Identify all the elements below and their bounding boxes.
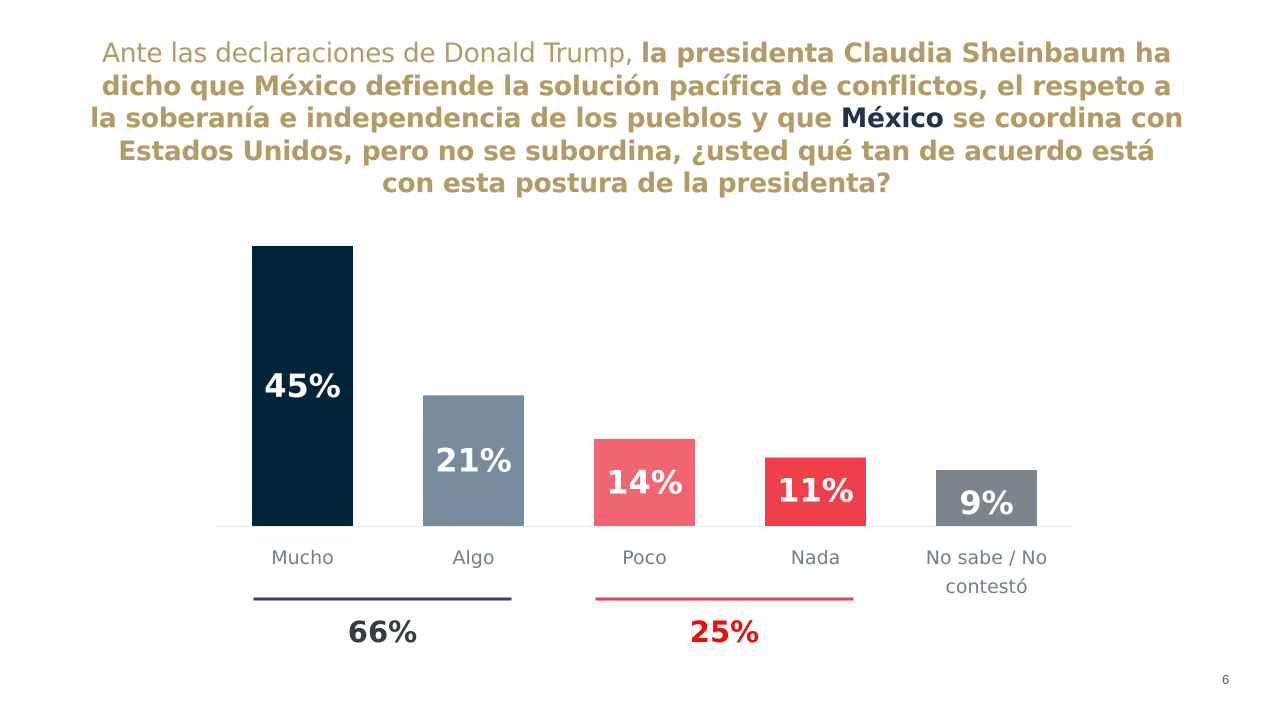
category-label: Algo [453, 547, 495, 569]
group-total-disagree: 25% [690, 615, 759, 649]
data-label: 21% [435, 442, 512, 480]
bar-algo [423, 395, 524, 526]
data-label: 9% [959, 484, 1013, 522]
title-segment: México [840, 103, 944, 134]
title-segment: Ante las declaraciones de Donald Trump, [101, 38, 641, 69]
chart-title: Ante las declaraciones de Donald Trump, … [90, 38, 1183, 201]
category-label: No sabe / No [926, 547, 1048, 569]
category-label: Nada [791, 547, 841, 569]
title-segment: se coordina con Estados Unidos, pero no … [118, 103, 1183, 199]
bars-group: 45% 21% 14% 11% 9% [252, 246, 1037, 526]
bar-mucho [252, 246, 353, 526]
data-label: 45% [264, 367, 341, 405]
page-number: 6 [1222, 672, 1230, 687]
bar-nada [765, 457, 866, 526]
group-totals-group: 66% 25% [253, 597, 854, 649]
data-label: 14% [606, 463, 683, 501]
bar-poco [594, 438, 695, 526]
title-segment: la presidenta Claudia Sheinbaum ha dicho… [90, 38, 1172, 134]
category-label: contestó [945, 576, 1027, 598]
category-labels-group: Mucho Algo Poco Nada No sabe / No contestó [271, 547, 1047, 598]
group-total-agree: 66% [348, 615, 417, 649]
category-label: Poco [622, 547, 666, 569]
category-label: Mucho [271, 547, 334, 569]
data-label: 11% [777, 472, 854, 510]
bar-no-sabe-no-contest [936, 470, 1037, 526]
